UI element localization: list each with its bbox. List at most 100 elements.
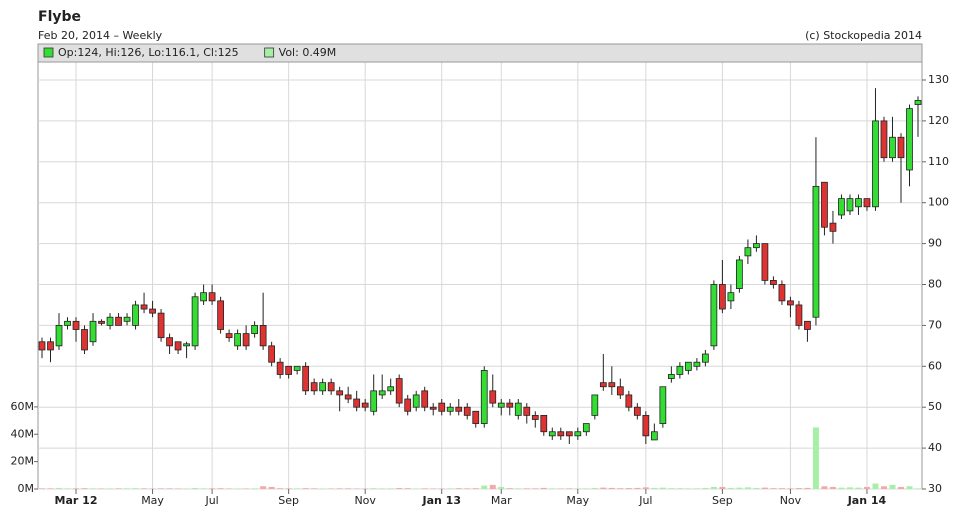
volume-bar [770,488,777,489]
volume-bar [659,487,666,489]
volume-bar [778,488,785,489]
candle-body [565,431,573,437]
volume-bar [625,488,632,489]
volume-bar [787,488,794,489]
volume-bar [243,488,250,489]
marks [38,88,922,489]
volume-bar [804,487,811,489]
candle-body [599,382,607,388]
x-tick-label: Jan 13 [421,494,460,507]
volume-bar [336,488,343,489]
volume-bar [838,487,845,489]
candle-body [336,390,344,396]
candle-body [344,394,352,400]
y-tick-label: 130 [928,73,949,86]
candle-body [548,431,556,437]
volume-bar [898,486,904,489]
volume-bar [192,488,199,489]
candle-body [327,382,335,392]
x-tick-label: Sep [712,494,733,507]
candle-body [642,414,650,437]
candle-body [906,108,913,171]
candle-body [693,361,701,367]
volume-bar [56,487,62,489]
candle-body [897,136,905,159]
candle-body [489,390,497,404]
x-tick-label: May [141,494,164,507]
volume-bar [455,488,462,489]
volume-bar [872,483,879,489]
volume-bar [642,487,649,489]
candle-body [64,320,71,326]
candle-body [217,300,224,330]
volume-bar [498,486,505,489]
volume-bar [268,486,275,489]
volume-bar [404,488,411,489]
candle-body [472,410,480,424]
candle-body [659,386,667,424]
volume-bar [370,488,377,489]
y-tick-label: 50 [928,400,942,413]
volume-bar [362,488,369,489]
candle-body [81,329,88,351]
candle-body [98,320,105,324]
candle-body [838,198,845,216]
volume-bar [294,488,301,489]
candle-body [421,390,429,408]
candle-body [846,198,854,212]
volume-bar [846,487,853,489]
candle-body [770,280,777,285]
y2-tick-label: 0M [18,482,35,495]
volume-bar [583,488,590,489]
volume-bar [736,487,743,489]
volume-bar [438,488,445,489]
candle-body [191,296,199,347]
volume-bar [81,488,88,489]
candle-body [608,382,616,388]
volume-bar [915,488,921,489]
volume-bar [260,486,267,489]
volume-bar [115,488,122,489]
candle-body [149,308,156,314]
candle-body [582,423,590,433]
x-tick-label: Jul [638,494,652,507]
candle-body [880,120,888,159]
volume-bar [829,486,836,489]
candle-body [702,353,709,363]
candle-body [821,181,828,228]
volume-bar [396,488,403,489]
candle-body [276,361,284,375]
legend-swatch [43,47,54,58]
volume-bar [158,488,165,489]
candle-body [319,382,327,392]
volume-bar [39,488,45,489]
plot-area [37,43,923,490]
y-tick-label: 60 [928,359,942,372]
x-tick-label: Mar [491,494,512,507]
volume-bar [761,487,768,489]
volume-bar [481,485,488,489]
volume-bar [430,488,437,489]
volume-bar [234,488,241,489]
candle-body [795,304,803,326]
volume-bar [574,488,581,489]
candle-body [370,390,378,412]
candle-body [667,374,675,379]
candle-body [889,136,896,159]
y-tick-label: 100 [928,196,949,209]
candle-body [166,337,173,347]
candle-body [616,386,624,396]
candle-body [497,402,505,408]
candle-body [157,312,165,339]
candle-body [174,341,182,351]
volume-bar [549,488,556,489]
candle-body [55,324,63,347]
candle-body [395,378,403,404]
candle-body [455,406,463,412]
candle-body [361,402,369,408]
candle-body [234,333,241,347]
volume-bar [226,488,233,489]
volume-bar [719,486,726,489]
y-tick-label: 110 [928,155,949,168]
